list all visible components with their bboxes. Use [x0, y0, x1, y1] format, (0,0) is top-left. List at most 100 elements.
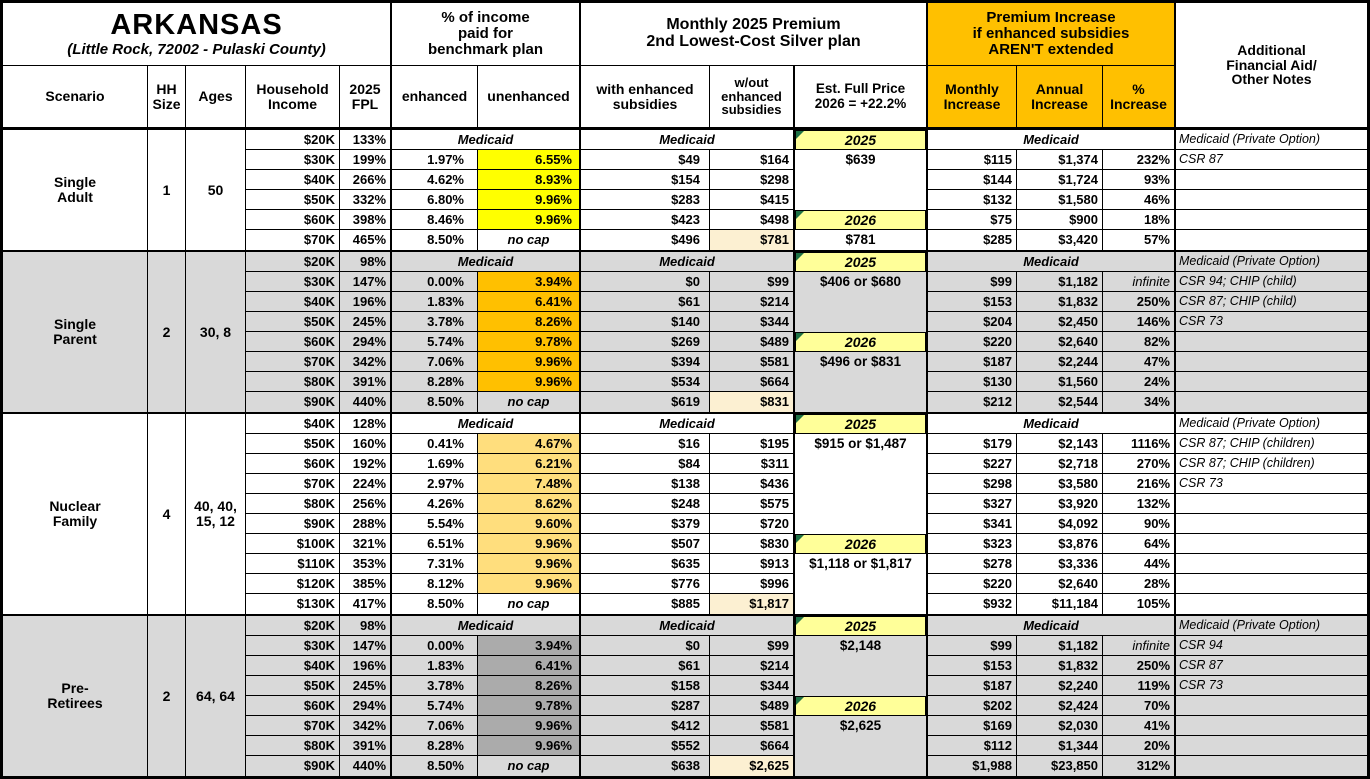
cell-note — [1176, 372, 1367, 392]
cell-fpl: 147% — [340, 636, 392, 656]
cell-without-subsidies: $781 — [710, 230, 795, 250]
cell-unenhanced-pct: 9.60% — [478, 514, 581, 534]
col-header-with-subsidies: with enhanced subsidies — [581, 66, 710, 127]
cell-annual-increase: $2,030 — [1017, 716, 1103, 736]
cell-pct-increase: 216% — [1103, 474, 1176, 494]
corner-flag-icon — [796, 617, 804, 625]
cell-fpl: 385% — [340, 574, 392, 594]
corner-flag-icon — [796, 211, 804, 219]
col-header-pct-increase: % Increase — [1103, 66, 1176, 127]
cell-fpl: 398% — [340, 210, 392, 230]
cell-without-subsidies: $664 — [710, 736, 795, 756]
cell-unenhanced-pct: 6.21% — [478, 454, 581, 474]
cell-pct-increase: infinite — [1103, 272, 1176, 292]
col-header-fpl: 2025 FPL — [340, 66, 392, 127]
cell-enhanced-pct: 8.50% — [392, 594, 478, 614]
cell-enhanced-pct: 2.97% — [392, 474, 478, 494]
cell-income: $20K — [246, 130, 340, 150]
cell-enhanced-pct: 4.26% — [392, 494, 478, 514]
cell-with-subsidies: $154 — [581, 170, 710, 190]
cell-annual-increase: $2,544 — [1017, 392, 1103, 412]
cell-income: $20K — [246, 616, 340, 636]
cell-medicaid-increase: Medicaid — [928, 252, 1176, 272]
cell-annual-increase: $4,092 — [1017, 514, 1103, 534]
cell-note: CSR 87 — [1176, 150, 1367, 170]
col-header-enhanced: enhanced — [392, 66, 478, 127]
cell-note: CSR 94 — [1176, 636, 1367, 656]
cell-monthly-increase: $227 — [928, 454, 1017, 474]
cell-note — [1176, 190, 1367, 210]
cell-with-subsidies: $379 — [581, 514, 710, 534]
cell-monthly-increase: $220 — [928, 574, 1017, 594]
cell-pct-increase: 41% — [1103, 716, 1176, 736]
cell-annual-increase: $1,374 — [1017, 150, 1103, 170]
cell-pct-increase: 270% — [1103, 454, 1176, 474]
cell-unenhanced-pct: 9.96% — [478, 190, 581, 210]
cell-annual-increase: $1,182 — [1017, 636, 1103, 656]
ages-value: 30, 8 — [186, 252, 246, 412]
cell-unenhanced-pct: 9.96% — [478, 210, 581, 230]
cell-fpl: 294% — [340, 332, 392, 352]
cell-enhanced-pct: 1.83% — [392, 292, 478, 312]
col-header-monthly-increase: Monthly Increase — [928, 66, 1017, 127]
full-price-year-label: 2025 — [795, 616, 926, 636]
cell-pct-increase: 64% — [1103, 534, 1176, 554]
cell-fpl: 245% — [340, 676, 392, 696]
cell-note — [1176, 716, 1367, 736]
cell-pct-increase: 132% — [1103, 494, 1176, 514]
cell-pct-increase: 18% — [1103, 210, 1176, 230]
cell-note: CSR 87; CHIP (children) — [1176, 434, 1367, 454]
cell-with-subsidies: $61 — [581, 656, 710, 676]
cell-monthly-increase: $153 — [928, 656, 1017, 676]
cell-fpl: 353% — [340, 554, 392, 574]
ages-value: 50 — [186, 130, 246, 250]
cell-without-subsidies: $415 — [710, 190, 795, 210]
cell-note: Medicaid (Private Option) — [1176, 130, 1367, 150]
cell-income: $130K — [246, 594, 340, 614]
cell-no-cap: no cap — [478, 756, 581, 776]
cell-annual-increase: $2,640 — [1017, 574, 1103, 594]
cell-note: CSR 87 — [1176, 656, 1367, 676]
cell-with-subsidies: $287 — [581, 696, 710, 716]
cell-with-subsidies: $412 — [581, 716, 710, 736]
scenario-label: Pre- Retirees — [3, 616, 148, 776]
full-price-year-label: 2025 — [795, 130, 926, 150]
cell-monthly-increase: $187 — [928, 352, 1017, 372]
cell-monthly-increase: $153 — [928, 292, 1017, 312]
cell-without-subsidies: $489 — [710, 696, 795, 716]
cell-note — [1176, 494, 1367, 514]
cell-income: $120K — [246, 574, 340, 594]
cell-unenhanced-pct: 3.94% — [478, 636, 581, 656]
cell-with-subsidies: $507 — [581, 534, 710, 554]
cell-with-subsidies: $158 — [581, 676, 710, 696]
cell-pct-increase: 250% — [1103, 292, 1176, 312]
cell-annual-increase: $2,718 — [1017, 454, 1103, 474]
cell-fpl: 199% — [340, 150, 392, 170]
cell-without-subsidies: $996 — [710, 574, 795, 594]
cell-annual-increase: $2,143 — [1017, 434, 1103, 454]
cell-income: $50K — [246, 676, 340, 696]
cell-note: CSR 94; CHIP (child) — [1176, 272, 1367, 292]
cell-income: $70K — [246, 716, 340, 736]
cell-with-subsidies: $776 — [581, 574, 710, 594]
cell-income: $60K — [246, 454, 340, 474]
cell-enhanced-pct: 5.54% — [392, 514, 478, 534]
cell-enhanced-pct: 1.83% — [392, 656, 478, 676]
cell-income: $30K — [246, 636, 340, 656]
cell-monthly-increase: $99 — [928, 636, 1017, 656]
cell-note — [1176, 170, 1367, 190]
hh-size-value: 2 — [148, 252, 186, 412]
cell-fpl: 133% — [340, 130, 392, 150]
cell-with-subsidies: $885 — [581, 594, 710, 614]
cell-without-subsidies: $2,625 — [710, 756, 795, 776]
cell-monthly-increase: $932 — [928, 594, 1017, 614]
cell-fpl: 391% — [340, 372, 392, 392]
cell-with-subsidies: $552 — [581, 736, 710, 756]
cell-monthly-increase: $1,988 — [928, 756, 1017, 776]
cell-annual-increase: $1,580 — [1017, 190, 1103, 210]
cell-note: CSR 73 — [1176, 676, 1367, 696]
cell-with-subsidies: $496 — [581, 230, 710, 250]
cell-fpl: 417% — [340, 594, 392, 614]
cell-note — [1176, 554, 1367, 574]
cell-annual-increase: $3,420 — [1017, 230, 1103, 250]
